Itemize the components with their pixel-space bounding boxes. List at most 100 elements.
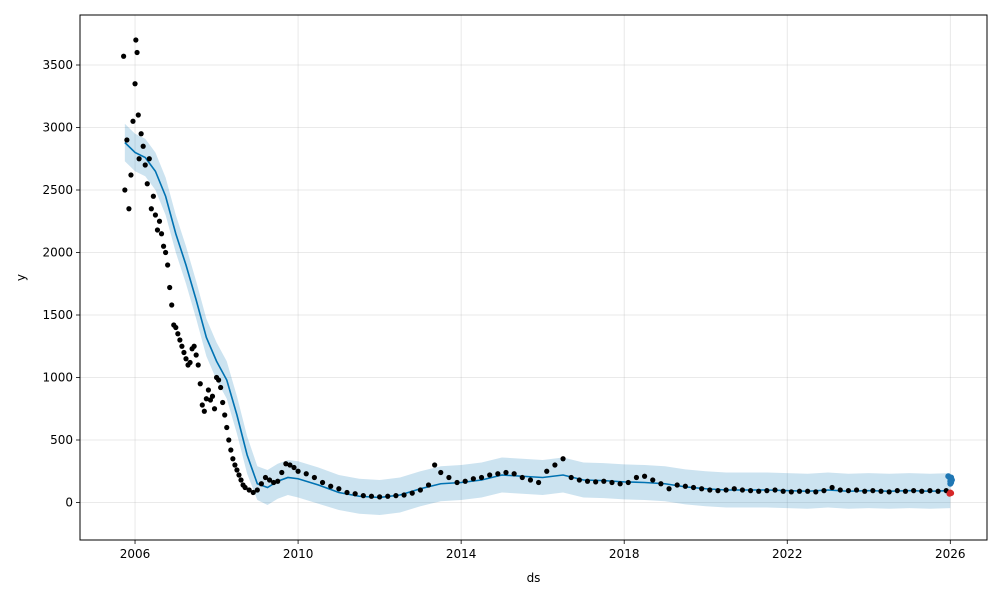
observed-point xyxy=(211,406,218,412)
observed-point xyxy=(175,331,181,337)
y-tick-label: 0 xyxy=(65,496,73,510)
observed-point xyxy=(128,172,134,178)
y-tick-label: 2500 xyxy=(42,183,73,197)
observed-point xyxy=(254,487,260,493)
observed-point xyxy=(780,488,786,494)
observed-point xyxy=(228,447,234,453)
observed-point xyxy=(140,143,146,149)
observed-point xyxy=(560,456,566,462)
observed-point xyxy=(287,462,293,468)
observed-point xyxy=(215,377,222,383)
observed-point xyxy=(218,384,224,391)
observed-point xyxy=(156,218,163,224)
observed-point xyxy=(242,484,248,491)
observed-point xyxy=(821,488,827,494)
observed-point xyxy=(295,468,301,474)
observed-point xyxy=(191,343,197,349)
observed-point xyxy=(126,206,132,212)
observed-point xyxy=(552,462,558,468)
observed-point xyxy=(201,408,207,414)
forecast-point xyxy=(948,477,955,483)
observed-point xyxy=(163,249,169,256)
observed-point xyxy=(805,488,811,494)
observed-point xyxy=(699,486,705,492)
forecast-points xyxy=(945,473,955,497)
observed-point xyxy=(154,227,161,233)
observed-point xyxy=(911,488,917,494)
observed-point xyxy=(236,472,242,478)
y-tick-label: 2000 xyxy=(42,246,73,260)
observed-point xyxy=(935,488,941,494)
observed-points xyxy=(121,37,949,500)
observed-point xyxy=(146,156,152,162)
observed-point xyxy=(311,474,317,481)
observed-point xyxy=(279,469,285,476)
x-axis-label: ds xyxy=(527,571,541,585)
observed-point xyxy=(438,469,444,476)
observed-point xyxy=(593,479,599,485)
observed-point xyxy=(409,490,415,496)
observed-point xyxy=(220,399,226,406)
observed-point xyxy=(723,487,729,493)
observed-point xyxy=(739,487,746,493)
observed-point xyxy=(853,487,860,493)
observed-point xyxy=(336,486,342,492)
observed-point xyxy=(368,493,375,499)
observed-point xyxy=(134,49,140,56)
observed-point xyxy=(470,476,476,482)
grid xyxy=(80,15,987,540)
observed-point xyxy=(328,483,334,489)
observed-point xyxy=(121,53,127,59)
observed-point xyxy=(275,478,281,484)
observed-point xyxy=(487,472,493,478)
observed-point xyxy=(682,483,688,489)
observed-point xyxy=(478,474,485,481)
observed-point xyxy=(417,487,423,493)
observed-point xyxy=(731,486,737,492)
observed-point xyxy=(135,112,141,118)
y-axis-label: y xyxy=(14,274,28,281)
observed-point xyxy=(234,467,240,473)
observed-point xyxy=(601,478,607,484)
observed-point xyxy=(152,212,159,218)
observed-point xyxy=(650,477,656,483)
uncertainty-band-area xyxy=(124,123,951,515)
observed-point xyxy=(250,489,256,496)
observed-point xyxy=(756,488,762,494)
observed-point xyxy=(617,481,623,487)
observed-point xyxy=(197,381,203,387)
observed-point xyxy=(130,118,136,124)
observed-point xyxy=(385,493,391,499)
observed-point xyxy=(352,491,358,497)
observed-point xyxy=(845,488,852,494)
observed-point xyxy=(813,489,819,495)
observed-point xyxy=(837,487,843,493)
observed-point xyxy=(303,471,309,477)
observed-point xyxy=(544,468,550,474)
observed-point xyxy=(158,231,165,237)
observed-point xyxy=(181,349,187,356)
y-tick-label: 3500 xyxy=(42,58,73,72)
observed-point xyxy=(165,262,171,268)
observed-point xyxy=(148,206,154,212)
observed-point xyxy=(576,477,582,483)
observed-point xyxy=(707,487,713,493)
observed-point xyxy=(262,474,269,481)
observed-point xyxy=(927,488,933,494)
observed-point xyxy=(291,464,297,471)
observed-point xyxy=(187,359,193,366)
observed-point xyxy=(344,489,350,496)
observed-point xyxy=(401,492,407,498)
observed-point xyxy=(205,387,212,393)
observed-point xyxy=(633,474,640,481)
x-tick-label: 2026 xyxy=(935,547,966,561)
observed-point xyxy=(829,484,835,491)
observed-point xyxy=(747,488,754,494)
observed-point xyxy=(568,474,574,481)
observed-point xyxy=(432,462,438,468)
observed-point xyxy=(870,488,876,494)
observed-point xyxy=(246,487,252,493)
observed-point xyxy=(625,479,631,486)
observed-point xyxy=(258,481,264,487)
